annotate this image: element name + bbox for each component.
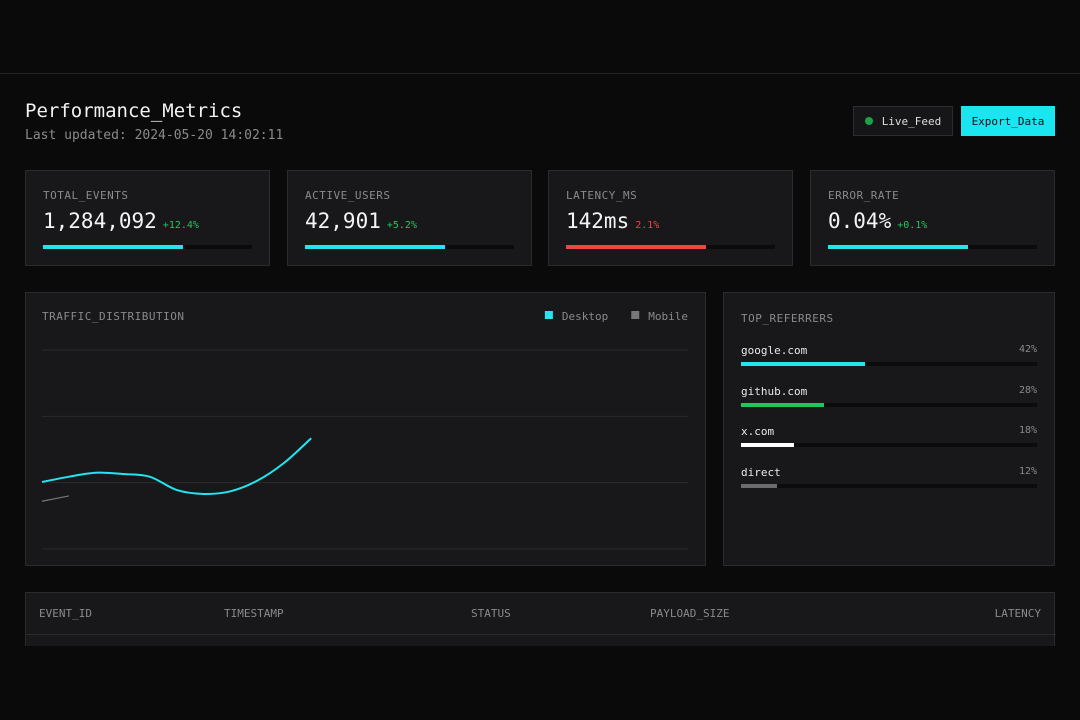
kpi-card: LATENCY_MS 142ms 2.1% bbox=[548, 170, 793, 266]
kpi-value: 142ms 2.1% bbox=[566, 209, 659, 233]
kpi-delta: +12.4% bbox=[162, 220, 199, 231]
progress-fill bbox=[305, 245, 446, 249]
legend-label: Desktop bbox=[562, 310, 608, 323]
referrer-row: direct 12% bbox=[741, 466, 1037, 496]
column-header: TIMESTAMP bbox=[224, 607, 284, 620]
referrer-row: google.com 42% bbox=[741, 344, 1037, 374]
kpi-card: ERROR_RATE 0.04% +0.1% bbox=[810, 170, 1055, 266]
referrer-share: 12% bbox=[1018, 465, 1037, 477]
legend-swatch bbox=[544, 311, 553, 319]
page-title: Performance_Metrics bbox=[25, 100, 243, 122]
referrer-bar bbox=[741, 362, 866, 366]
referrer-share: 18% bbox=[1018, 425, 1037, 436]
progress-track bbox=[566, 245, 775, 249]
kpi-number: 142ms bbox=[566, 209, 630, 233]
live-feed-button[interactable]: Live_Feed bbox=[853, 106, 953, 136]
legend-label: Mobile bbox=[648, 310, 688, 323]
referrer-name: direct bbox=[741, 465, 781, 479]
referrer-bar bbox=[741, 443, 795, 447]
progress-track bbox=[305, 245, 514, 249]
referrer-share: 28% bbox=[1018, 384, 1037, 396]
button-label: Live_Feed bbox=[881, 114, 942, 128]
chart-title: TRAFFIC_DISTRIBUTION bbox=[42, 310, 184, 323]
column-header: EVENT_ID bbox=[39, 607, 92, 620]
row-divider bbox=[26, 634, 1056, 635]
kpi-number: 42,901 bbox=[305, 209, 381, 233]
column-header: PAYLOAD_SIZE bbox=[650, 607, 730, 620]
kpi-delta: +5.2% bbox=[386, 220, 417, 231]
events-table bbox=[25, 592, 1056, 646]
kpi-number: 1,284,092 bbox=[43, 209, 157, 233]
referrer-row: github.com 28% bbox=[741, 385, 1037, 415]
progress-fill bbox=[828, 245, 969, 249]
divider bbox=[0, 73, 1080, 74]
referrer-bar bbox=[741, 483, 777, 488]
kpi-label: ERROR_RATE bbox=[828, 189, 900, 202]
kpi-value: 42,901 +5.2% bbox=[305, 209, 417, 233]
kpi-card: ACTIVE_USERS 42,901 +5.2% bbox=[287, 170, 532, 266]
kpi-value: 0.04% +0.1% bbox=[828, 209, 927, 233]
referrer-row: x.com 18% bbox=[741, 425, 1037, 455]
series-line bbox=[41, 495, 70, 502]
referrer-track bbox=[741, 362, 1037, 366]
referrer-name: x.com bbox=[741, 425, 775, 438]
kpi-label: ACTIVE_USERS bbox=[305, 189, 391, 202]
progress-fill bbox=[566, 245, 707, 249]
kpi-card: TOTAL_EVENTS 1,284,092 +12.4% bbox=[25, 170, 270, 266]
progress-track bbox=[828, 245, 1037, 249]
referrer-bar bbox=[741, 402, 824, 407]
referrer-track bbox=[741, 402, 1037, 407]
referrer-share: 42% bbox=[1018, 344, 1037, 355]
traffic-panel bbox=[25, 292, 706, 566]
referrer-track bbox=[741, 443, 1037, 447]
referrers-panel: TOP_REFERRERS google.com 42% github.com 28%… bbox=[723, 292, 1055, 566]
progress-fill bbox=[43, 245, 184, 249]
series-line bbox=[41, 437, 312, 495]
kpi-number: 0.04% bbox=[828, 209, 892, 233]
status-dot bbox=[864, 117, 873, 125]
button-label: Export_Data bbox=[971, 114, 1045, 128]
column-header: LATENCY bbox=[994, 607, 1041, 620]
traffic-chart: TRAFFIC_DISTRIBUTION Mobile Desktop bbox=[41, 310, 688, 550]
column-header: STATUS bbox=[471, 607, 511, 620]
kpi-delta: 2.1% bbox=[635, 220, 660, 231]
kpi-delta: +0.1% bbox=[897, 220, 928, 231]
progress-track bbox=[43, 245, 252, 249]
referrer-name: github.com bbox=[741, 384, 808, 398]
kpi-label: LATENCY_MS bbox=[566, 189, 638, 202]
legend-swatch bbox=[631, 311, 640, 319]
referrer-track bbox=[741, 483, 1037, 488]
export-button[interactable]: Export_Data bbox=[961, 106, 1055, 136]
kpi-label: TOTAL_EVENTS bbox=[43, 189, 129, 202]
panel-title: TOP_REFERRERS bbox=[741, 312, 834, 325]
kpi-value: 1,284,092 +12.4% bbox=[43, 209, 199, 233]
last-updated: Last updated: 2024-05-20 14:02:11 bbox=[25, 128, 284, 143]
referrer-name: google.com bbox=[741, 344, 808, 357]
